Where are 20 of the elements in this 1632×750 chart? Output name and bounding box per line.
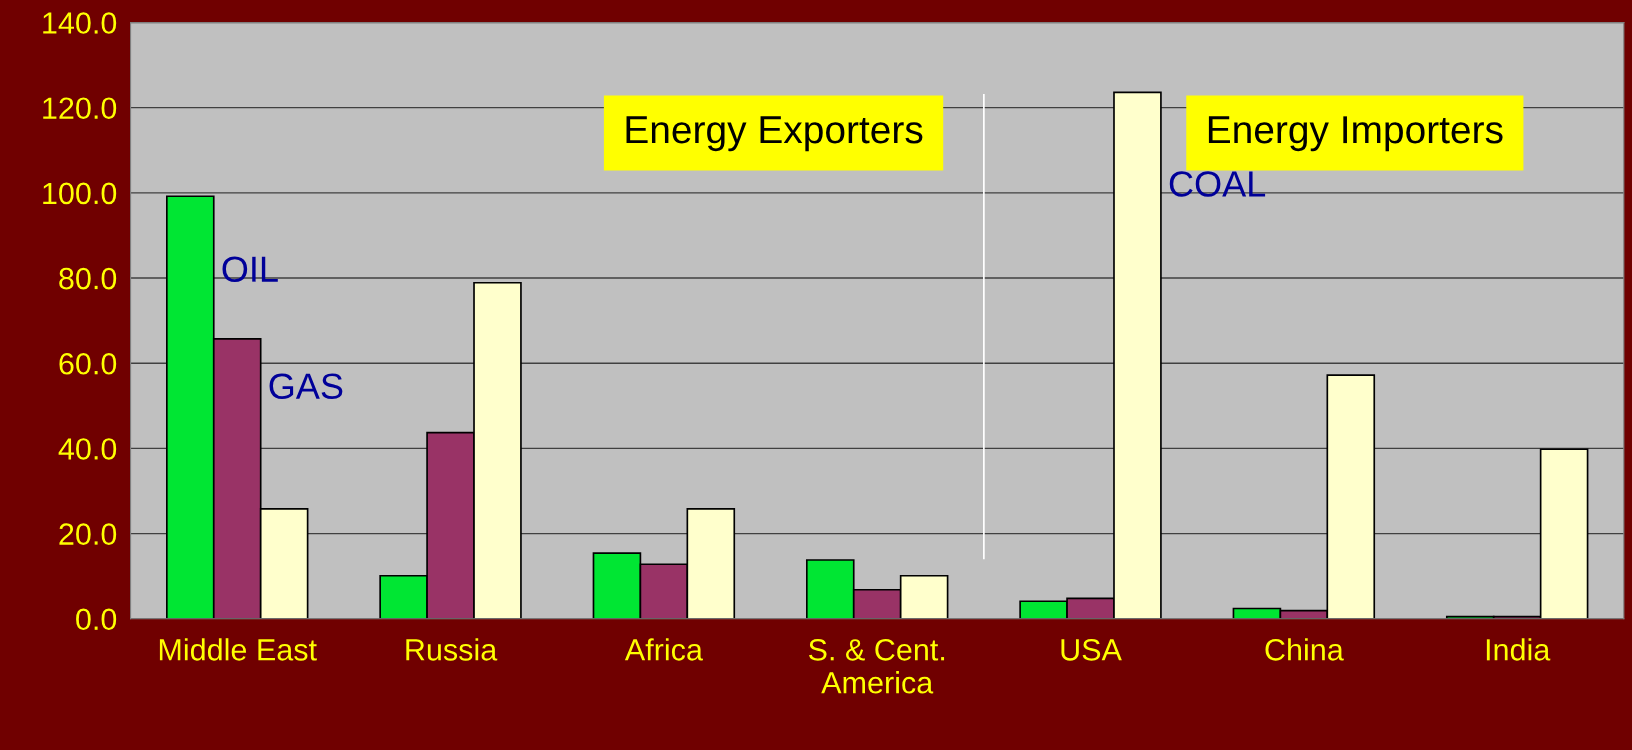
y-tick-label: 60.0 — [59, 352, 117, 375]
series-label: GAS — [269, 373, 343, 399]
annotation: Energy Importers — [1208, 116, 1503, 152]
x-tick-label: Middle East — [159, 638, 317, 661]
x-tick-label: Russia — [406, 638, 498, 661]
y-tick-label: 40.0 — [58, 438, 117, 460]
series-label: COAL — [1169, 171, 1266, 197]
y-tick-label: 140.0 — [43, 12, 117, 34]
x-tick-label: India — [1486, 638, 1551, 661]
y-tick-label: 120.0 — [43, 97, 117, 120]
y-tick-label: 20.0 — [59, 523, 117, 545]
series-label: OIL — [222, 256, 278, 283]
x-tick-label: USA — [1061, 639, 1122, 661]
annotation: Energy Exporters — [626, 116, 923, 152]
x-tick-label: China — [1265, 638, 1344, 661]
y-tick-label: 0.0 — [76, 608, 117, 631]
x-tick-label: Africa — [624, 638, 703, 661]
x-tick-label: S. & Cent. America — [808, 639, 945, 694]
y-tick-label: 80.0 — [59, 267, 117, 290]
y-tick-label: 100.0 — [43, 182, 117, 205]
